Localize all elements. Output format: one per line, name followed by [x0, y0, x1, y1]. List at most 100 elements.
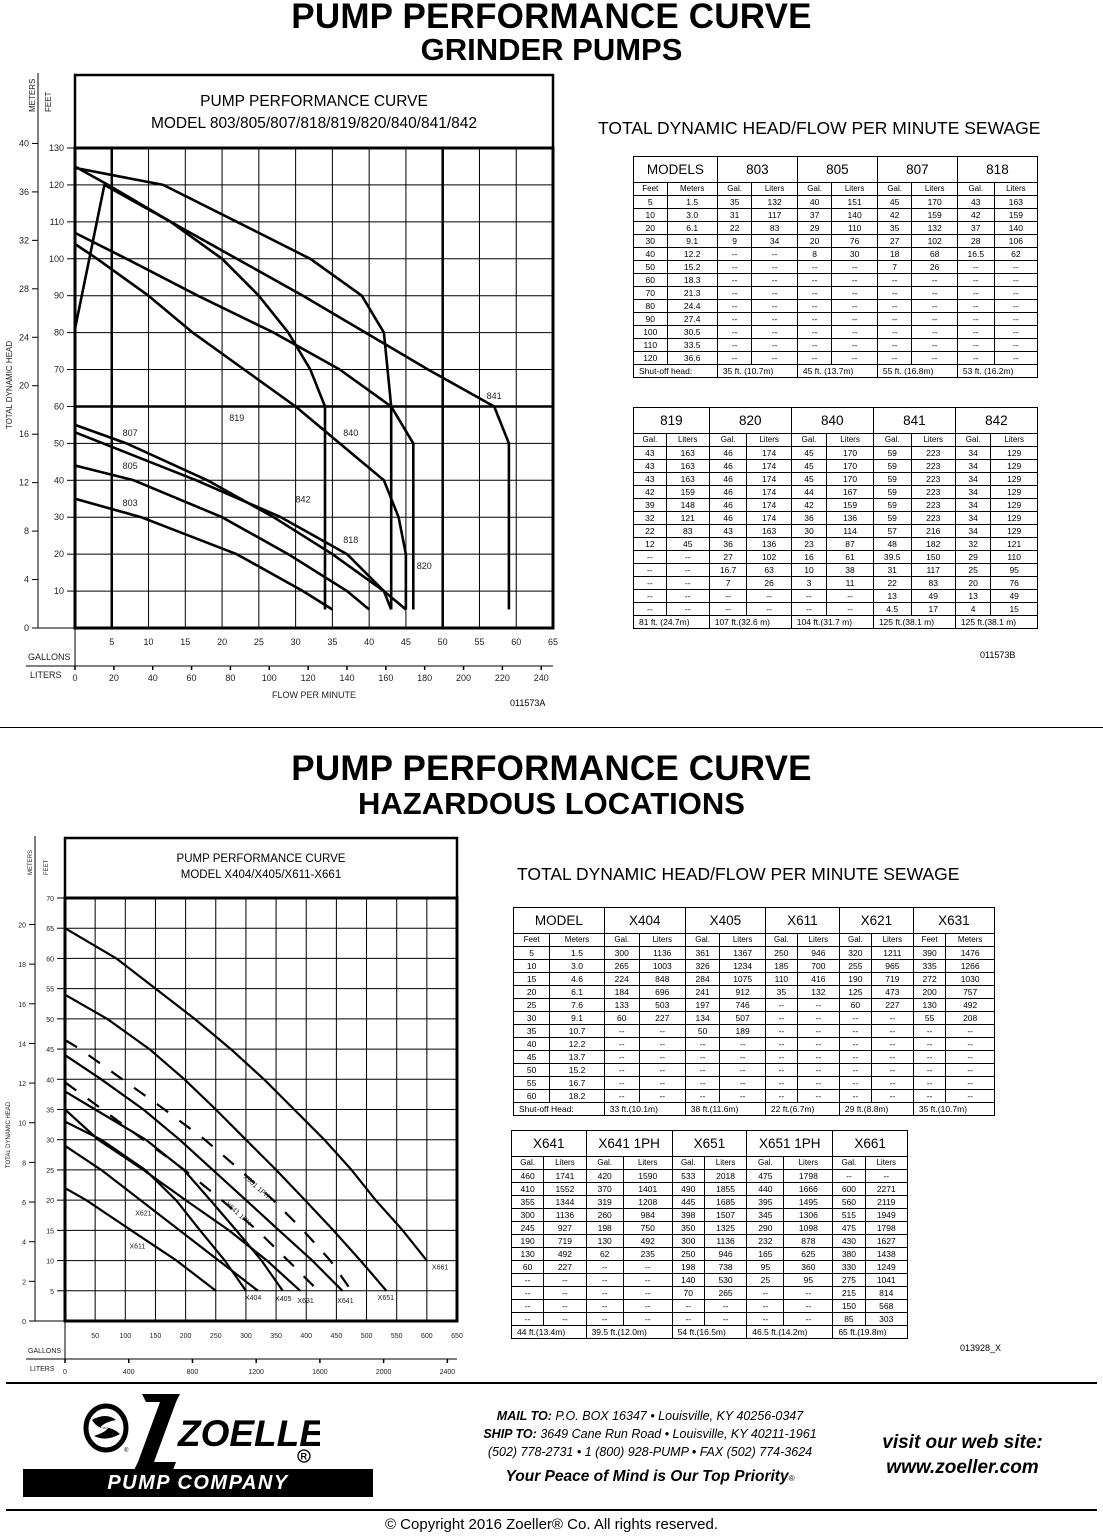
unit-header: Feet: [512, 933, 551, 947]
svg-text:450: 450: [331, 1333, 343, 1340]
svg-text:28: 28: [19, 284, 29, 294]
curve-840: [74, 242, 408, 610]
svg-text:40: 40: [148, 673, 158, 683]
unit-header: Gal.: [510, 1156, 545, 1170]
svg-text:8: 8: [22, 1160, 26, 1167]
section1-subtitle: GRINDER PUMPS: [420, 32, 683, 67]
unit-header: Liters: [826, 433, 874, 447]
table-row: 22 83 43 163 30 114 57 216 34 129: [633, 524, 1038, 538]
unit-header: Gal.: [671, 1156, 705, 1170]
svg-text:25: 25: [46, 1168, 54, 1175]
svg-text:14: 14: [18, 1041, 26, 1048]
section2-subtitle: HAZARDOUS LOCATIONS: [358, 786, 745, 821]
table-row: -- -- -- -- 140 530 25 95 275 1041: [510, 1273, 909, 1287]
table-row: 30 9.1 60 227 134 507 -- -- -- -- 55 208: [512, 1011, 995, 1025]
svg-text:10: 10: [46, 1259, 54, 1266]
unit-header: Liters: [796, 933, 840, 947]
unit-header: Liters: [543, 1156, 587, 1170]
table-row: -- -- -- -- -- -- 4.5 17 4 15: [633, 602, 1038, 616]
svg-text:0: 0: [72, 673, 77, 683]
svg-text:70: 70: [46, 896, 54, 903]
svg-text:15: 15: [46, 1228, 54, 1235]
model-column-header: 842: [954, 407, 1039, 434]
svg-text:40: 40: [19, 138, 29, 148]
svg-text:20: 20: [109, 673, 119, 683]
svg-text:GALLONS: GALLONS: [28, 652, 71, 662]
svg-text:50: 50: [54, 438, 64, 448]
unit-header: Gal.: [832, 1156, 866, 1170]
table1-code: 011573B: [980, 650, 1016, 660]
unit-header: Liters: [911, 182, 958, 196]
footer-bottom-rule: [6, 1509, 1097, 1511]
table-row: 100 30.5 -- -- -- -- -- -- -- --: [633, 325, 1039, 339]
table-row: 355 1344 319 1208 445 1685 395 1495 560 2119: [510, 1195, 909, 1209]
table-row: -- -- -- -- -- -- 13 49 13 49: [633, 589, 1038, 603]
svg-text:40: 40: [364, 637, 374, 647]
unit-header: Gal.: [872, 433, 912, 447]
unit-header: Meters: [945, 933, 995, 947]
table2-code: 013928_X: [960, 1343, 1002, 1353]
svg-text:500: 500: [361, 1333, 373, 1340]
svg-text:0: 0: [22, 1319, 26, 1326]
unit-header: Liters: [665, 433, 710, 447]
svg-text:4: 4: [24, 575, 29, 585]
model-column-header: 840: [790, 407, 874, 434]
unit-header: Gal.: [603, 933, 640, 947]
table-row: 130 492 62 235 250 946 165 625 380 1438: [510, 1247, 909, 1261]
svg-text:841: 841: [487, 391, 502, 401]
model-column-header: 805: [796, 156, 878, 183]
svg-text:50: 50: [91, 1333, 99, 1340]
svg-text:PUMP PERFORMANCE CURVE: PUMP PERFORMANCE CURVE: [177, 853, 346, 865]
brand-name: ZOELLER: [177, 1413, 320, 1454]
svg-text:50: 50: [46, 1017, 54, 1024]
svg-text:5: 5: [109, 637, 114, 647]
website-link[interactable]: www.zoeller.com: [886, 1457, 1039, 1478]
unit-header: Gal.: [684, 933, 721, 947]
table-row: -- -- -- -- 70 265 -- -- 215 814: [510, 1286, 909, 1300]
model-column-header: X641 1PH: [585, 1130, 673, 1157]
svg-text:12: 12: [18, 1081, 26, 1088]
svg-text:110: 110: [50, 217, 64, 227]
svg-text:200: 200: [456, 673, 471, 683]
svg-text:R: R: [301, 1452, 308, 1462]
shutoff-row: Shut-off head: 35 ft. (10.7m) 45 ft. (13.7…: [633, 364, 1039, 378]
table-row: 460 1741 420 1590 533 2018 475 1798 -- --: [510, 1169, 909, 1183]
svg-text:80: 80: [54, 328, 64, 338]
svg-text:X651: X651: [378, 1295, 394, 1302]
svg-text:819: 819: [229, 413, 244, 423]
model-column-header: 841: [872, 407, 956, 434]
curve-x621: [64, 1144, 259, 1292]
footer-top-rule: [6, 1382, 1097, 1384]
shutoff-row: 81 ft. (24.7m) 107 ft.(32.6 m) 104 ft.(31.…: [633, 615, 1039, 629]
svg-text:60: 60: [511, 637, 521, 647]
table-row: 245 927 198 750 350 1325 290 1098 475 1798: [510, 1221, 909, 1235]
curve-819: [74, 166, 393, 610]
svg-text:400: 400: [123, 1369, 135, 1376]
svg-text:350: 350: [270, 1333, 282, 1340]
model-column-header: 803: [716, 156, 798, 183]
svg-text:X631: X631: [297, 1298, 313, 1305]
unit-header: Meters: [666, 182, 718, 196]
svg-text:30: 30: [54, 512, 64, 522]
unit-header: Liters: [719, 933, 766, 947]
table-row: -- -- -- -- -- -- -- -- 85 303: [510, 1312, 909, 1326]
table1-caption: TOTAL DYNAMIC HEAD/FLOW PER MINUTE SEWAG…: [598, 118, 1041, 138]
svg-text:18: 18: [18, 962, 26, 969]
svg-text:140: 140: [339, 673, 354, 683]
svg-text:GALLONS: GALLONS: [28, 1348, 61, 1355]
svg-text:10: 10: [54, 586, 64, 596]
table-row: 50 15.2 -- -- -- -- -- -- -- -- -- --: [512, 1063, 995, 1077]
table-row: 35 10.7 -- -- 50 189 -- -- -- -- -- --: [512, 1024, 995, 1038]
table-row: 410 1552 370 1401 490 1855 440 1666 600 2271: [510, 1182, 909, 1196]
svg-text:807: 807: [123, 428, 138, 438]
svg-text:818: 818: [343, 535, 358, 545]
unit-header: Gal.: [954, 433, 992, 447]
svg-text:550: 550: [391, 1333, 403, 1340]
table-row: 25 7.6 133 503 197 746 -- -- 60 227 130 492: [512, 998, 995, 1012]
curve-820: [74, 231, 415, 610]
svg-text:60: 60: [46, 956, 54, 963]
svg-text:45: 45: [46, 1047, 54, 1054]
model-column-header: 819: [633, 407, 710, 434]
table-row: -- -- 16.7 63 10 38 31 117 25 95: [633, 563, 1038, 577]
svg-text:X611: X611: [129, 1243, 145, 1250]
